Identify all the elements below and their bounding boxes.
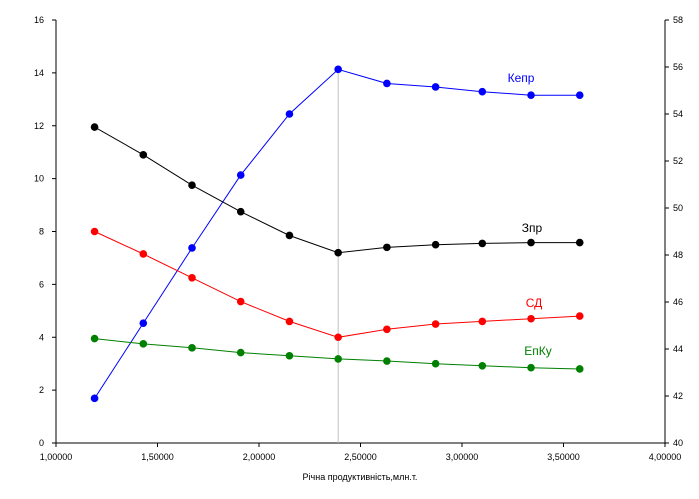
data-point [527, 314, 535, 323]
data-point [188, 244, 196, 252]
data-point [478, 87, 487, 96]
x-tick-label: 2,50000 [344, 452, 377, 462]
y2-tick-label: 48 [673, 250, 683, 260]
y-tick-label: 16 [34, 15, 44, 25]
y-tick-label: 8 [39, 227, 44, 237]
data-point [575, 238, 584, 247]
data-point [527, 238, 535, 247]
y-tick-label: 10 [34, 174, 44, 184]
data-point [431, 83, 440, 91]
x-tick-label: 4,00000 [649, 452, 682, 462]
data-point [527, 91, 535, 99]
axis-ticks: 0246810121416404244464850525456581,00000… [34, 15, 683, 462]
data-point [236, 348, 245, 357]
data-point [478, 317, 487, 326]
y-tick-label: 14 [34, 68, 44, 78]
series-label: Зпр [522, 221, 543, 235]
data-point [383, 357, 391, 365]
y2-tick-label: 58 [673, 15, 683, 25]
y2-tick-label: 42 [673, 391, 683, 401]
plot-frame [55, 20, 666, 444]
series-СД [90, 227, 584, 342]
data-point [139, 151, 148, 159]
data-point [478, 239, 487, 248]
x-tick-label: 1,00000 [40, 452, 73, 462]
series-labels: Кепр Зпр СД ЕпКу [508, 71, 552, 358]
y2-tick-label: 44 [673, 344, 683, 354]
data-point [90, 394, 99, 403]
data-point [285, 231, 294, 240]
data-point [575, 91, 584, 99]
data-point [90, 334, 99, 343]
x-tick-label: 3,00000 [446, 452, 479, 462]
data-point [431, 240, 440, 249]
series-group [90, 65, 584, 403]
series-line [94, 126, 580, 254]
x-tick-label: 1,50000 [141, 452, 174, 462]
data-point [431, 320, 440, 328]
series-line [94, 231, 580, 338]
x-axis-label: Річна продуктивність,млн.т. [303, 472, 418, 482]
data-point [383, 243, 391, 252]
x-tick-label: 3,50000 [547, 452, 580, 462]
series-line [94, 338, 580, 370]
data-point [383, 79, 391, 88]
data-point [285, 351, 294, 360]
series-label: Кепр [508, 71, 535, 85]
data-point [90, 227, 99, 236]
data-point [236, 207, 245, 216]
data-point [139, 319, 148, 327]
data-point [334, 355, 342, 363]
y-tick-label: 4 [39, 332, 44, 342]
data-point [90, 123, 99, 131]
y2-tick-label: 52 [673, 156, 683, 166]
y2-tick-label: 56 [673, 62, 683, 72]
series-line [94, 68, 580, 399]
data-point [334, 248, 342, 257]
y-tick-label: 2 [39, 385, 44, 395]
data-point [188, 181, 196, 190]
x-tick-label: 2,00000 [243, 452, 276, 462]
data-point [139, 250, 148, 258]
data-point [575, 312, 584, 320]
y-tick-label: 0 [39, 438, 44, 448]
data-point [188, 344, 196, 352]
series-label: ЕпКу [524, 344, 552, 358]
y-tick-label: 12 [34, 121, 44, 131]
data-point [431, 359, 440, 368]
y2-tick-label: 40 [673, 438, 683, 448]
data-point [188, 273, 196, 282]
data-point [334, 65, 342, 74]
series-ЕпКу [90, 334, 584, 373]
data-point [478, 362, 487, 370]
data-point [285, 317, 294, 326]
data-point [139, 340, 148, 348]
series-Зпр [90, 123, 584, 257]
y-tick-label: 6 [39, 279, 44, 289]
data-point [575, 365, 584, 373]
data-point [285, 110, 294, 118]
data-point [383, 325, 391, 334]
y2-tick-label: 54 [673, 109, 683, 119]
series-label: СД [526, 296, 543, 310]
data-point [334, 333, 342, 342]
y2-tick-label: 50 [673, 203, 683, 213]
data-point [236, 297, 245, 306]
series-Кепр [90, 65, 584, 403]
data-point [527, 363, 535, 372]
y2-tick-label: 46 [673, 297, 683, 307]
data-point [236, 171, 245, 179]
